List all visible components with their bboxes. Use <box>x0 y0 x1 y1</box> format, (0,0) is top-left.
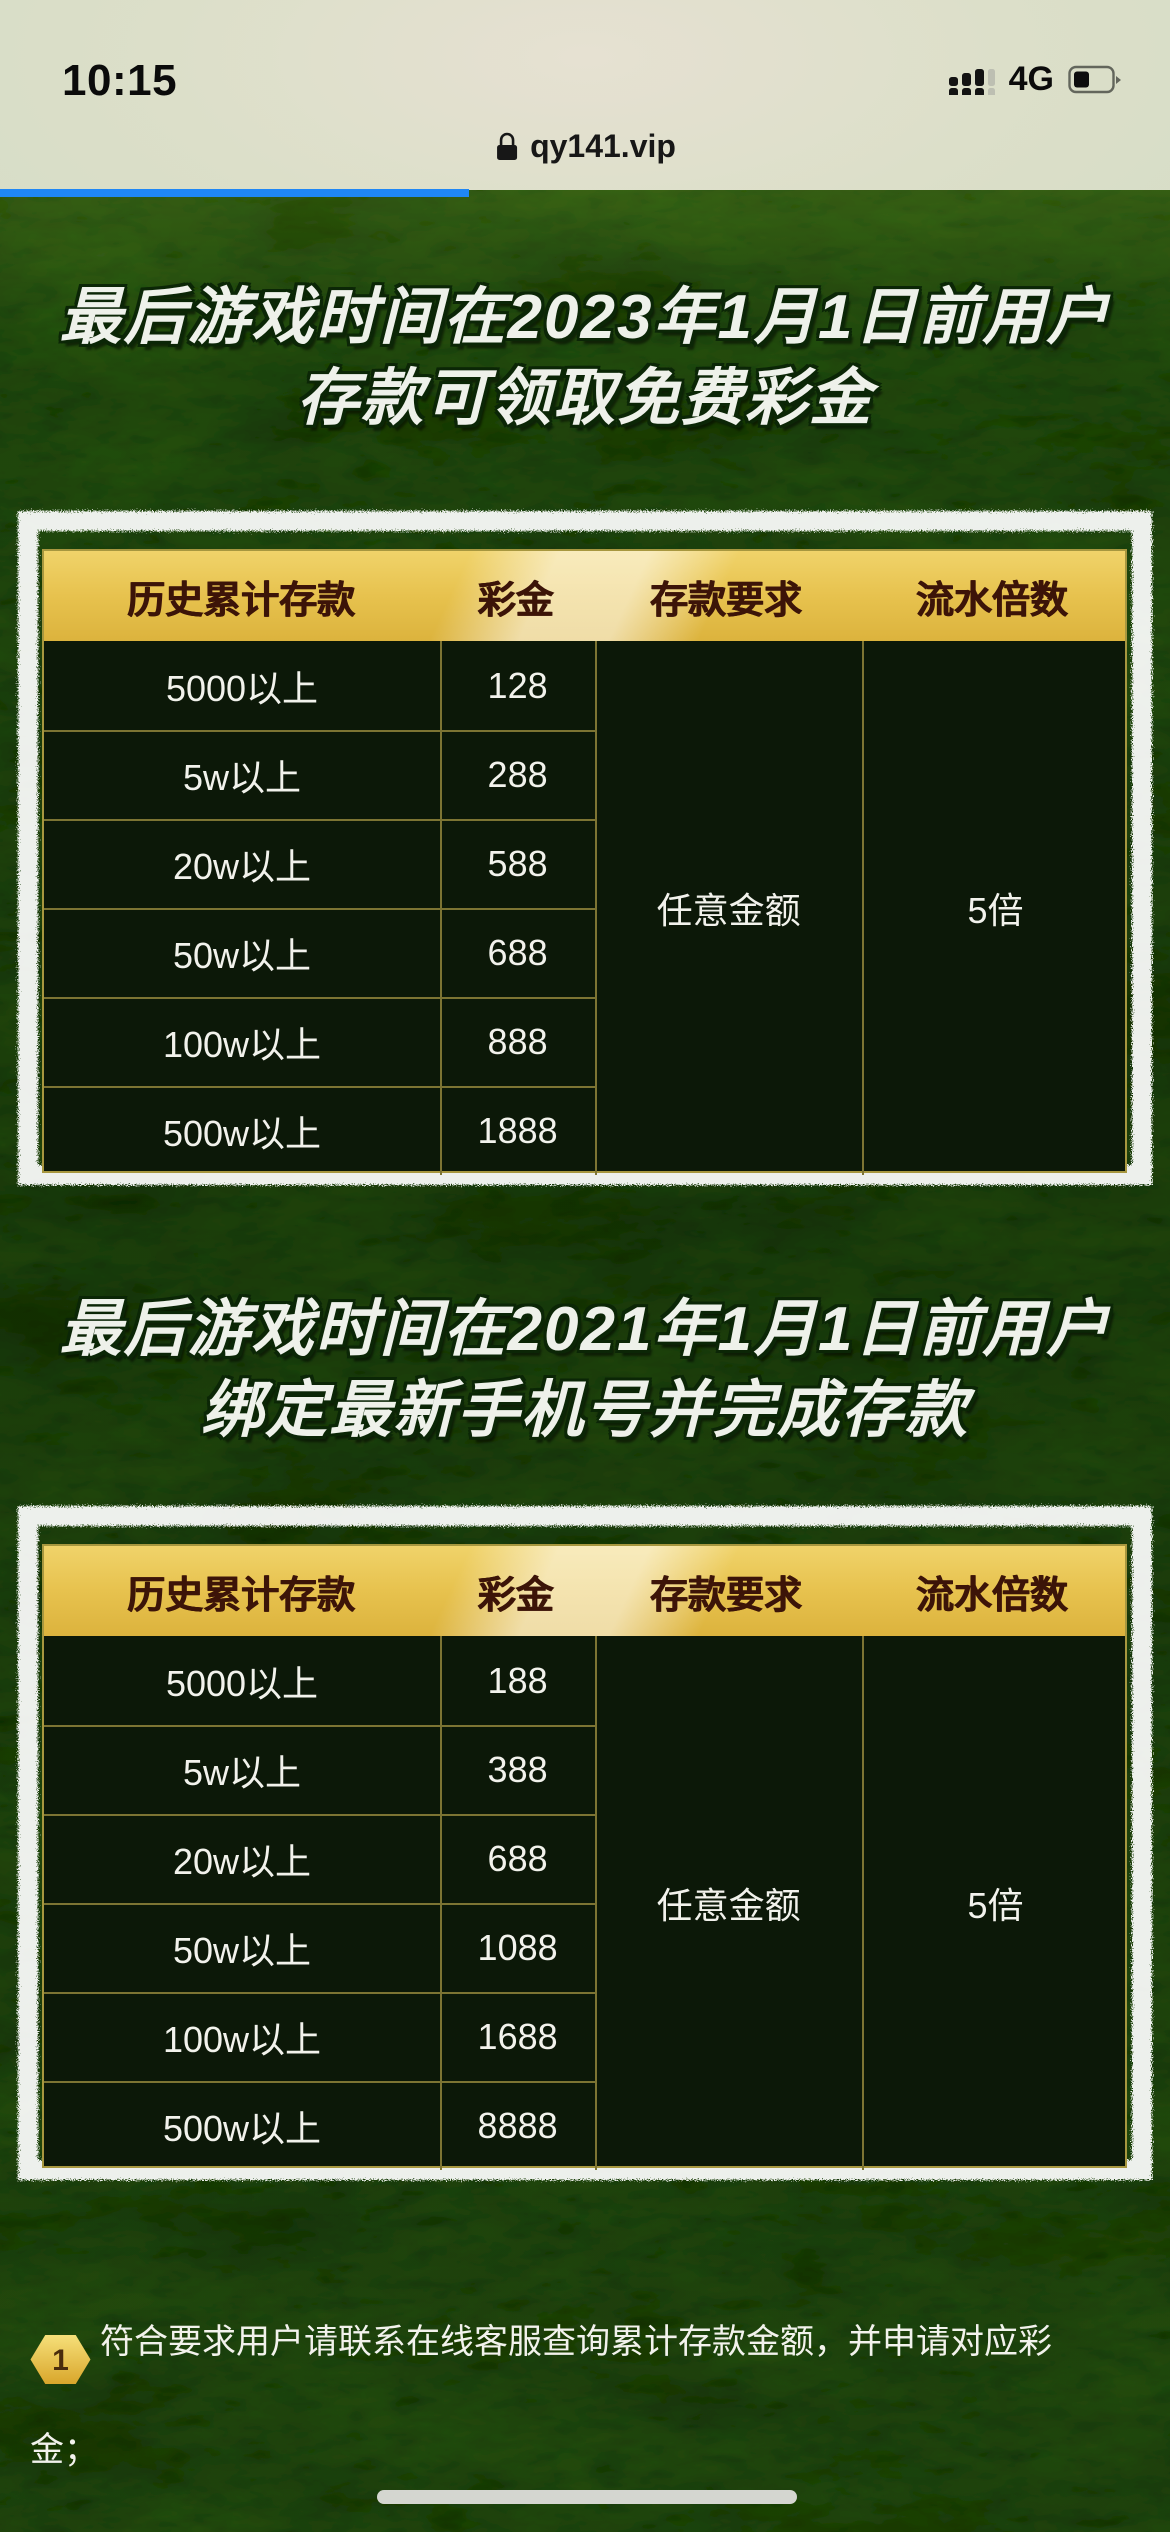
svg-text:1: 1 <box>52 2344 69 2377</box>
